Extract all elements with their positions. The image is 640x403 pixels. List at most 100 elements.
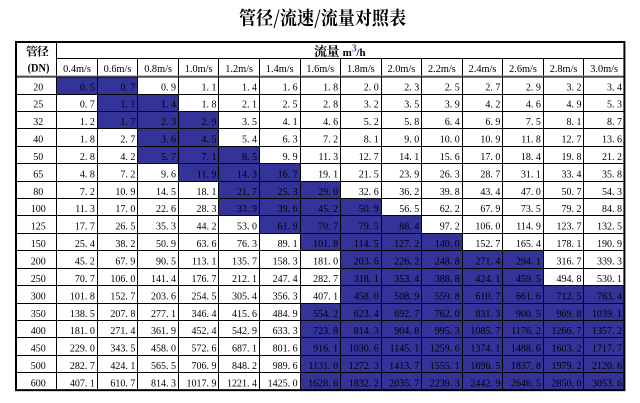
svg-text:1272. 3: 1272. 3 bbox=[349, 361, 379, 372]
svg-text:633. 3: 633. 3 bbox=[273, 326, 298, 337]
svg-text:2442. 9: 2442. 9 bbox=[470, 378, 500, 389]
svg-text:12. 7: 12. 7 bbox=[359, 152, 379, 163]
svg-text:530. 1: 530. 1 bbox=[597, 274, 622, 285]
svg-text:106. 0: 106. 0 bbox=[475, 222, 500, 233]
svg-text:1555. 1: 1555. 1 bbox=[430, 361, 460, 372]
svg-text:3. 2: 3. 2 bbox=[566, 82, 581, 93]
svg-text:2.0m/s: 2.0m/s bbox=[387, 64, 415, 75]
svg-text:45. 2: 45. 2 bbox=[318, 204, 338, 215]
svg-text:4. 9: 4. 9 bbox=[566, 100, 581, 111]
svg-text:1017. 9: 1017. 9 bbox=[187, 378, 217, 389]
svg-text:(DN): (DN) bbox=[28, 60, 50, 74]
svg-text:8. 1: 8. 1 bbox=[566, 117, 581, 128]
svg-text:5. 4: 5. 4 bbox=[242, 135, 257, 146]
svg-text:0. 7: 0. 7 bbox=[120, 82, 135, 93]
svg-text:165. 4: 165. 4 bbox=[516, 239, 541, 250]
svg-text:294. 1: 294. 1 bbox=[516, 257, 541, 268]
svg-text:11. 3: 11. 3 bbox=[75, 204, 95, 215]
svg-text:14. 5: 14. 5 bbox=[156, 187, 176, 198]
svg-text:73. 5: 73. 5 bbox=[521, 204, 541, 215]
svg-text:181. 0: 181. 0 bbox=[313, 257, 338, 268]
svg-text:4. 6: 4. 6 bbox=[323, 117, 338, 128]
svg-text:500: 500 bbox=[31, 361, 46, 372]
svg-text:40: 40 bbox=[33, 135, 43, 146]
svg-text:1696. 5: 1696. 5 bbox=[470, 361, 500, 372]
svg-text:141. 4: 141. 4 bbox=[151, 274, 176, 285]
svg-text:101. 8: 101. 8 bbox=[313, 239, 338, 250]
svg-text:2. 9: 2. 9 bbox=[526, 82, 541, 93]
svg-text:1. 8: 1. 8 bbox=[202, 100, 217, 111]
svg-text:346. 4: 346. 4 bbox=[192, 309, 217, 320]
svg-text:2120. 6: 2120. 6 bbox=[592, 361, 622, 372]
svg-text:212. 1: 212. 1 bbox=[232, 274, 257, 285]
svg-text:424. 1: 424. 1 bbox=[110, 361, 135, 372]
svg-text:54. 3: 54. 3 bbox=[602, 187, 622, 198]
svg-text:19. 1: 19. 1 bbox=[318, 169, 338, 180]
svg-text:916. 1: 916. 1 bbox=[313, 344, 338, 355]
svg-text:1259. 6: 1259. 6 bbox=[430, 344, 460, 355]
svg-text:10. 9: 10. 9 bbox=[480, 135, 500, 146]
svg-text:407. 1: 407. 1 bbox=[70, 378, 95, 389]
svg-text:70. 7: 70. 7 bbox=[318, 222, 338, 233]
svg-text:3. 5: 3. 5 bbox=[404, 100, 419, 111]
svg-text:1. 1: 1. 1 bbox=[120, 100, 135, 111]
svg-text:762. 0: 762. 0 bbox=[435, 309, 460, 320]
svg-text:106. 0: 106. 0 bbox=[110, 274, 135, 285]
svg-text:0. 7: 0. 7 bbox=[80, 100, 95, 111]
svg-text:2035. 7: 2035. 7 bbox=[389, 378, 419, 389]
svg-text:50. 9: 50. 9 bbox=[156, 239, 176, 250]
svg-text:38. 2: 38. 2 bbox=[115, 239, 135, 250]
svg-text:84. 8: 84. 8 bbox=[602, 204, 622, 215]
svg-text:559. 8: 559. 8 bbox=[435, 291, 460, 302]
svg-text:388. 8: 388. 8 bbox=[435, 274, 460, 285]
svg-text:32. 6: 32. 6 bbox=[359, 187, 379, 198]
svg-text:226. 2: 226. 2 bbox=[394, 257, 419, 268]
svg-text:190. 9: 190. 9 bbox=[597, 239, 622, 250]
svg-text:277. 1: 277. 1 bbox=[151, 309, 176, 320]
svg-text:100: 100 bbox=[31, 204, 46, 215]
svg-text:2.6m/s: 2.6m/s bbox=[509, 64, 537, 75]
svg-text:900. 5: 900. 5 bbox=[516, 309, 541, 320]
svg-text:1039. 1: 1039. 1 bbox=[592, 309, 622, 320]
svg-text:3. 9: 3. 9 bbox=[445, 100, 460, 111]
svg-text:3.0m/s: 3.0m/s bbox=[590, 64, 618, 75]
svg-text:1979. 2: 1979. 2 bbox=[551, 361, 581, 372]
svg-text:458. 0: 458. 0 bbox=[151, 344, 176, 355]
svg-text:7. 2: 7. 2 bbox=[120, 169, 135, 180]
svg-text:53. 0: 53. 0 bbox=[237, 222, 257, 233]
svg-text:2. 9: 2. 9 bbox=[202, 117, 217, 128]
svg-text:26. 3: 26. 3 bbox=[440, 169, 460, 180]
svg-text:50: 50 bbox=[33, 152, 43, 163]
svg-text:350: 350 bbox=[31, 309, 46, 320]
svg-text:271. 4: 271. 4 bbox=[110, 326, 135, 337]
svg-text:508. 9: 508. 9 bbox=[394, 291, 419, 302]
svg-text:2.4m/s: 2.4m/s bbox=[469, 64, 497, 75]
svg-text:97. 2: 97. 2 bbox=[440, 222, 460, 233]
svg-text:706. 9: 706. 9 bbox=[192, 361, 217, 372]
svg-text:4. 2: 4. 2 bbox=[485, 100, 500, 111]
svg-text:/h: /h bbox=[355, 47, 365, 59]
svg-text:361. 9: 361. 9 bbox=[151, 326, 176, 337]
svg-text:16. 7: 16. 7 bbox=[278, 169, 298, 180]
svg-text:50. 7: 50. 7 bbox=[561, 187, 581, 198]
svg-text:2850. 0: 2850. 0 bbox=[551, 378, 581, 389]
svg-text:23. 9: 23. 9 bbox=[399, 169, 419, 180]
svg-text:2. 7: 2. 7 bbox=[120, 135, 135, 146]
svg-text:200: 200 bbox=[31, 257, 46, 268]
svg-text:339. 3: 339. 3 bbox=[597, 257, 622, 268]
svg-text:989. 6: 989. 6 bbox=[273, 361, 298, 372]
svg-text:32: 32 bbox=[33, 117, 43, 128]
svg-text:3. 4: 3. 4 bbox=[607, 82, 622, 93]
svg-text:254. 5: 254. 5 bbox=[192, 291, 217, 302]
svg-text:101. 8: 101. 8 bbox=[70, 291, 95, 302]
svg-text:138. 5: 138. 5 bbox=[70, 309, 95, 320]
svg-text:1488. 6: 1488. 6 bbox=[511, 344, 541, 355]
svg-text:39. 6: 39. 6 bbox=[278, 204, 298, 215]
svg-text:229. 0: 229. 0 bbox=[70, 344, 95, 355]
svg-text:3. 6: 3. 6 bbox=[161, 135, 176, 146]
svg-text:2646. 5: 2646. 5 bbox=[511, 378, 541, 389]
svg-text:0. 9: 0. 9 bbox=[161, 82, 176, 93]
svg-text:25. 4: 25. 4 bbox=[75, 239, 95, 250]
svg-text:9. 0: 9. 0 bbox=[404, 135, 419, 146]
svg-text:623. 4: 623. 4 bbox=[354, 309, 379, 320]
